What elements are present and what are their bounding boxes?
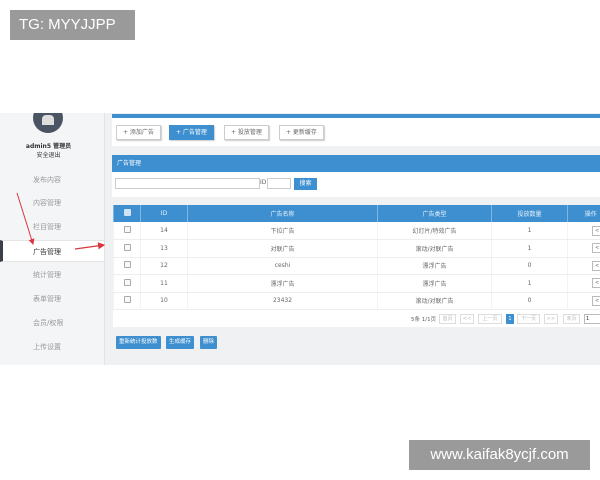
sidebar-item-ads[interactable]: 广告管理	[0, 240, 104, 262]
watermark-bottom-right: www.kaifak8ycjf.com	[409, 440, 590, 470]
watermark-top-left: TG: MYYJJPP	[10, 10, 135, 40]
cell-actions: <	[567, 292, 600, 310]
header-name: 广告名称	[187, 205, 378, 222]
logout-link[interactable]: 安全退出	[36, 152, 61, 159]
edit-button[interactable]: <	[592, 278, 600, 289]
row-checkbox[interactable]	[123, 278, 131, 286]
annotation-arrow-right	[74, 242, 106, 250]
cell-name: 23432	[187, 292, 378, 310]
sidebar-item-members[interactable]: 会员/权限	[33, 319, 64, 327]
header-count: 投放数量	[491, 205, 568, 222]
row-checkbox[interactable]	[123, 226, 131, 233]
cell-count: 1	[491, 274, 568, 293]
cell-count: 0	[491, 292, 568, 310]
prev-group-button[interactable]: <<	[460, 314, 474, 324]
cell-actions: <	[567, 239, 600, 258]
cell-name: 下拉广告	[187, 222, 378, 240]
prev-page-button[interactable]: 上一页	[478, 314, 502, 324]
recount-button[interactable]: 重新统计投放数	[116, 336, 161, 349]
cell-count: 0	[491, 257, 568, 275]
table-row: 11 漂浮广告 漂浮广告 1 <	[113, 274, 600, 293]
placement-manage-button[interactable]: + 投放管理	[224, 125, 269, 140]
sidebar: admin5 管理员 安全退出 发布内容 内容管理 栏目管理 广告管理 统计管理…	[0, 113, 105, 365]
sidebar-item-upload[interactable]: 上传设置	[33, 343, 61, 351]
header-actions: 操作	[567, 205, 600, 222]
header-select[interactable]	[113, 205, 141, 222]
table-header: ID 广告名称 广告类型 投放数量 操作	[113, 205, 600, 222]
search-row: ID 搜索	[112, 172, 600, 197]
cell-type: 滚动/对联广告	[377, 239, 492, 258]
keyword-input[interactable]	[115, 178, 260, 189]
ad-manage-button[interactable]: + 广告管理	[169, 125, 214, 140]
cell-actions: <	[567, 222, 600, 240]
page-jump-input[interactable]: 1	[584, 314, 600, 324]
cell-type: 漂浮广告	[377, 257, 492, 275]
table-row: 14 下拉广告 幻灯片/特效广告 1 <	[113, 222, 600, 240]
cell-id: 12	[140, 257, 188, 275]
id-input[interactable]	[267, 178, 291, 189]
sidebar-item-publish[interactable]: 发布内容	[33, 176, 61, 184]
select-all-checkbox[interactable]	[123, 209, 131, 216]
ads-table: ID 广告名称 广告类型 投放数量 操作 14 下拉广告 幻灯片/特效广告 1 …	[113, 205, 600, 310]
cell-actions: <	[567, 257, 600, 275]
cell-count: 1	[491, 239, 568, 258]
user-name: admin5 管理员	[25, 143, 72, 150]
id-label: ID	[260, 179, 267, 186]
search-button[interactable]: 搜索	[294, 178, 317, 190]
cell-actions: <	[567, 274, 600, 293]
cell-type: 幻灯片/特效广告	[377, 222, 492, 240]
admin-app: admin5 管理员 安全退出 发布内容 内容管理 栏目管理 广告管理 统计管理…	[0, 113, 600, 365]
sidebar-item-category[interactable]: 栏目管理	[33, 223, 61, 231]
cell-name: ceshi	[187, 257, 378, 275]
edit-button[interactable]: <	[592, 260, 600, 271]
header-id: ID	[140, 205, 188, 222]
cell-name: 对联广告	[187, 239, 378, 258]
cell-type: 漂浮广告	[377, 274, 492, 293]
generate-cache-button[interactable]: 生成缓存	[166, 336, 195, 349]
edit-button[interactable]: <	[592, 243, 600, 254]
row-select[interactable]	[113, 292, 141, 310]
next-group-button[interactable]: >>	[544, 314, 558, 324]
edit-button[interactable]: <	[592, 225, 600, 236]
row-select[interactable]	[113, 222, 141, 240]
table-row: 12 ceshi 漂浮广告 0 <	[113, 257, 600, 275]
cell-type: 滚动/对联广告	[377, 292, 492, 310]
current-page[interactable]: 1	[506, 314, 514, 324]
annotation-arrow-down	[16, 192, 35, 245]
refresh-cache-button[interactable]: + 更新缓存	[279, 125, 324, 140]
row-checkbox[interactable]	[123, 243, 131, 251]
next-page-button[interactable]: 下一页	[517, 314, 540, 324]
cell-name: 漂浮广告	[187, 274, 378, 293]
edit-button[interactable]: <	[592, 295, 600, 306]
header-type: 广告类型	[377, 205, 492, 222]
table-row: 13 对联广告 滚动/对联广告 1 <	[113, 239, 600, 258]
toolbar: + 添加广告 + 广告管理 + 投放管理 + 更新缓存	[112, 118, 600, 146]
add-ad-button[interactable]: + 添加广告	[116, 125, 161, 140]
sidebar-item-content[interactable]: 内容管理	[33, 199, 61, 207]
table-row: 10 23432 滚动/对联广告 0 <	[113, 292, 600, 310]
cell-id: 10	[140, 292, 188, 310]
cell-id: 13	[140, 239, 188, 258]
last-page-button[interactable]: 末页	[563, 314, 580, 324]
first-page-button[interactable]: 首页	[439, 314, 456, 324]
sidebar-item-stats[interactable]: 统计管理	[33, 271, 61, 279]
sidebar-item-forms[interactable]: 表单管理	[33, 295, 61, 303]
panel-title: 广告管理	[112, 155, 600, 172]
cell-id: 14	[140, 222, 188, 240]
row-select[interactable]	[113, 239, 141, 258]
main-content: + 添加广告 + 广告管理 + 投放管理 + 更新缓存 广告管理 ID 搜索 I…	[112, 113, 600, 365]
top-bar	[112, 114, 600, 118]
row-checkbox[interactable]	[123, 261, 131, 269]
row-checkbox[interactable]	[123, 296, 131, 304]
row-select[interactable]	[113, 274, 141, 293]
row-select[interactable]	[113, 257, 141, 275]
cell-id: 11	[140, 274, 188, 293]
cell-count: 1	[491, 222, 568, 240]
pagination: 5条 1/1页 首页 << 上一页 1 下一页 >> 末页 1	[113, 310, 600, 327]
avatar	[33, 113, 63, 133]
delete-button[interactable]: 删除	[200, 336, 218, 349]
page-summary: 5条 1/1页	[411, 317, 437, 323]
